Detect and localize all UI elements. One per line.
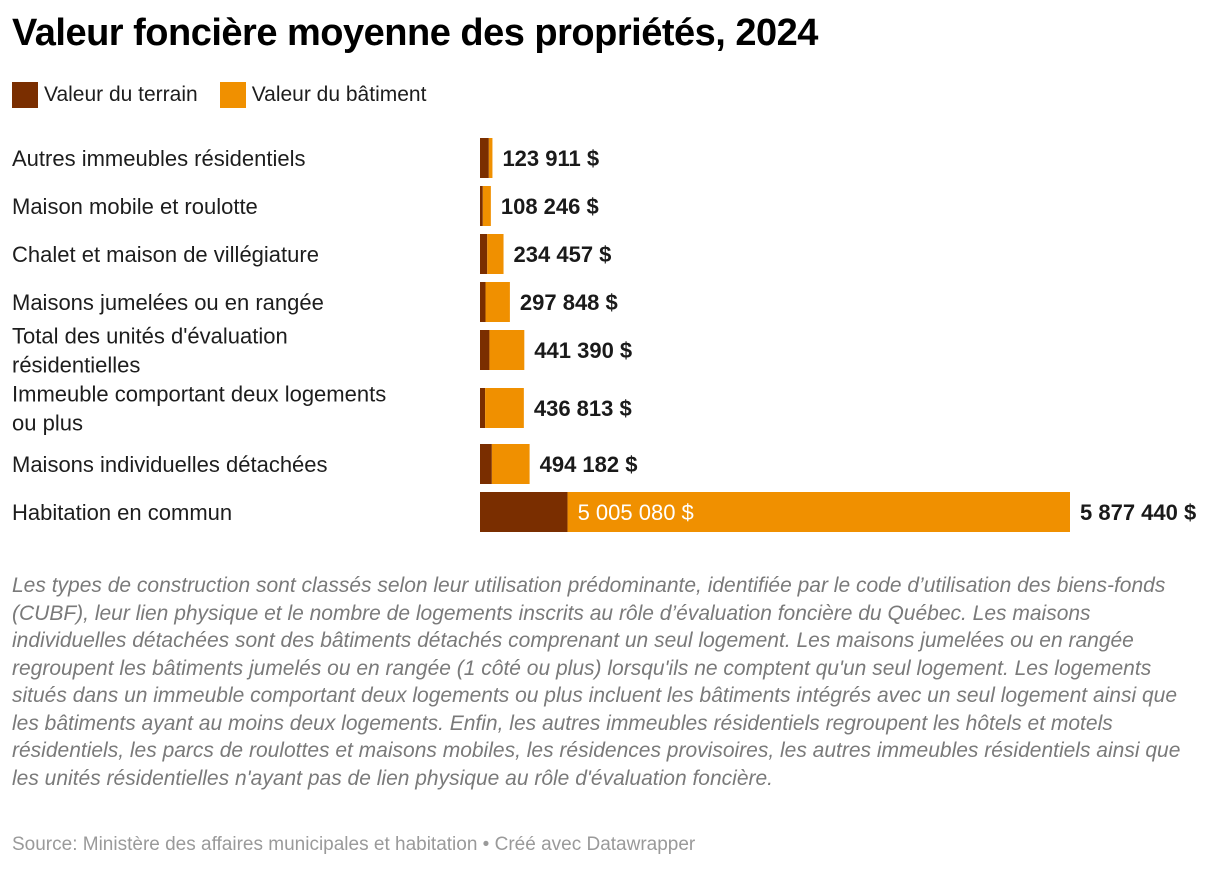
category-label: Maison mobile et roulotte: [12, 194, 258, 219]
bar-building: [487, 234, 504, 274]
total-value-label: 441 390 $: [534, 338, 632, 363]
chart-title: Valeur foncière moyenne des propriétés, …: [12, 12, 818, 54]
category-label: Total des unités d'évaluation résidentiel…: [12, 324, 288, 378]
bar-building: [488, 138, 493, 178]
total-value-label: 234 457 $: [514, 242, 612, 267]
legend: Valeur du terrain Valeur du bâtiment: [12, 82, 448, 108]
bar-land: [480, 330, 490, 370]
legend-item-land: Valeur du terrain: [12, 82, 198, 108]
total-value-label: 123 911 $: [502, 146, 599, 171]
bar-land: [480, 444, 492, 484]
legend-swatch-land: [12, 82, 38, 108]
category-label: Maisons individuelles détachées: [12, 452, 328, 477]
chart-notes: Les types de construction sont classés s…: [12, 574, 1181, 790]
total-value-label: 5 877 440 $: [1080, 500, 1196, 525]
bar-land: [480, 492, 568, 532]
bar-building: [491, 444, 530, 484]
category-label: Immeuble comportant deux logements ou plu…: [12, 382, 386, 436]
bar-building: [482, 186, 491, 226]
total-value-label: 108 246 $: [501, 194, 599, 219]
bar-land: [480, 234, 488, 274]
legend-swatch-building: [219, 82, 246, 108]
category-label: Maisons jumelées ou en rangée: [12, 290, 324, 315]
total-value-label: 436 813 $: [534, 396, 632, 421]
bar-building: [567, 492, 1070, 532]
category-label: Habitation en commun: [12, 500, 232, 525]
bar-land: [480, 282, 486, 322]
bar-building: [485, 282, 510, 322]
total-value-label: 297 848 $: [520, 290, 618, 315]
bar-land: [480, 138, 489, 178]
legend-label-building: Valeur du bâtiment: [251, 83, 427, 106]
legend-label-land: Valeur du terrain: [44, 83, 198, 106]
legend-item-building: Valeur du bâtiment: [219, 82, 427, 108]
inner-value-label: 5 005 080 $: [578, 500, 694, 525]
total-value-label: 494 182 $: [540, 452, 638, 477]
bar-building: [489, 330, 525, 370]
bar-land: [480, 186, 483, 226]
category-label: Chalet et maison de villégiature: [12, 242, 319, 267]
source-credit: Source: Ministère des affaires municipal…: [12, 834, 696, 855]
bar-building: [485, 388, 524, 428]
category-label: Autres immeubles résidentiels: [12, 146, 305, 171]
bar-land: [480, 388, 486, 428]
bar-chart: Autres immeubles résidentiels 123 911 $ Ma…: [12, 138, 1196, 532]
